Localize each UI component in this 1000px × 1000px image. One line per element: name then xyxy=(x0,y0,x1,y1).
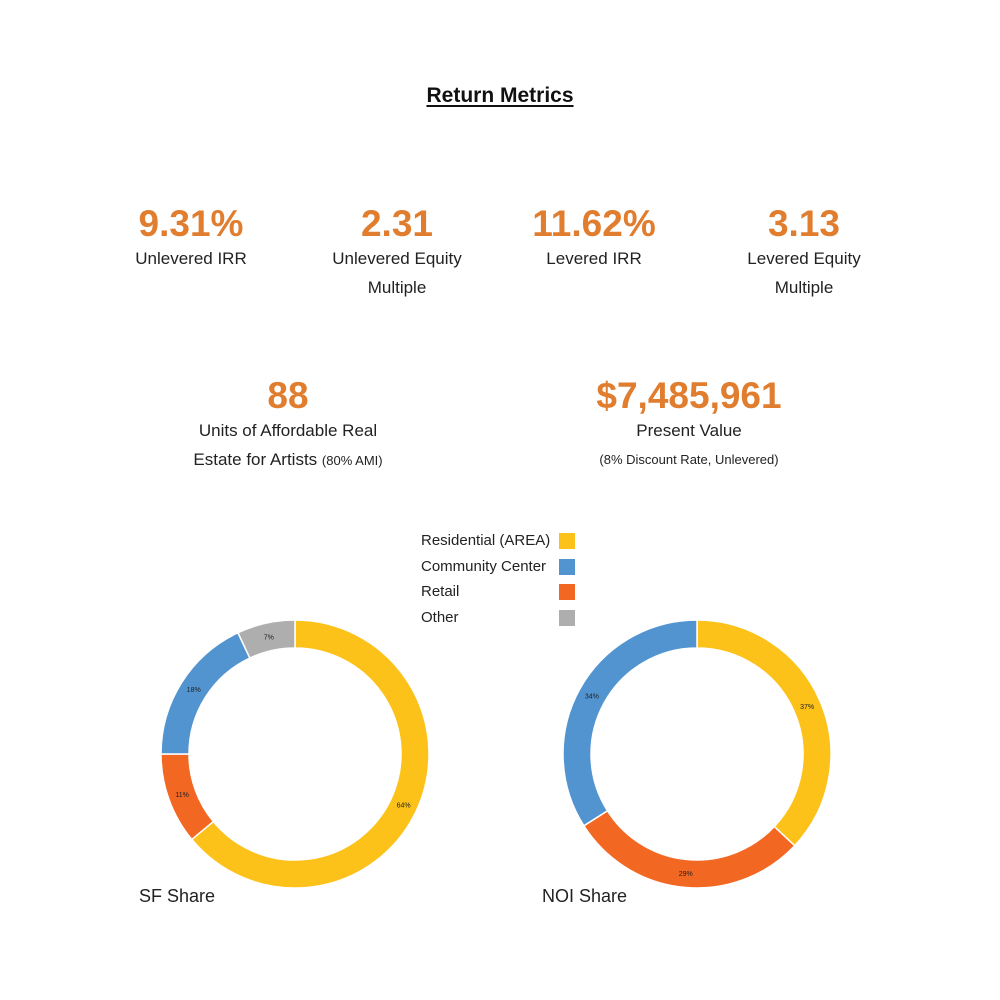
legend-label: Other xyxy=(421,608,459,626)
donut-slice-community xyxy=(160,631,251,755)
metric-label-line2-main: Estate for Artists xyxy=(193,450,318,469)
metric-value: 3.13 xyxy=(767,203,840,244)
metric-levered-equity-multiple: 3.13 Levered Equity Multiple xyxy=(697,204,911,302)
metric-present-value: $7,485,961 Present Value (8% Discount Ra… xyxy=(539,376,839,474)
donut-data-label: 7% xyxy=(264,634,274,641)
metric-value: 11.62% xyxy=(532,203,656,244)
metric-value: $7,485,961 xyxy=(596,375,782,416)
metric-affordable-units: 88 Units of Affordable Real Estate for A… xyxy=(138,376,438,475)
sf-share-donut-chart: 64% 11% 18% 7% xyxy=(160,619,430,889)
metric-unlevered-irr: 9.31% Unlevered IRR xyxy=(91,204,291,273)
donut-data-label: 64% xyxy=(397,803,411,810)
donut-slice-residential xyxy=(696,619,832,847)
legend-swatch xyxy=(559,533,575,549)
metric-label: Unlevered Equity Multiple xyxy=(332,249,462,297)
donut-data-label: 11% xyxy=(175,792,189,799)
metric-levered-irr: 11.62% Levered IRR xyxy=(494,204,694,273)
sf-share-caption: SF Share xyxy=(139,886,216,906)
donut-data-label: 34% xyxy=(585,694,599,701)
donut-slice-residential xyxy=(190,619,430,889)
legend-swatch xyxy=(559,584,575,600)
donut-data-label: 37% xyxy=(800,704,814,711)
metric-label: Unlevered IRR xyxy=(135,249,247,268)
metric-label-line2: Estate for Artists (80% AMI) xyxy=(138,445,438,475)
donut-slice-community xyxy=(562,619,698,827)
noi-share-donut-chart: 37% 29% 34% xyxy=(562,619,832,889)
legend-label: Community Center xyxy=(421,557,547,575)
legend-swatch xyxy=(559,609,575,626)
metric-label-small: (80% AMI) xyxy=(321,453,383,468)
legend-swatch xyxy=(559,558,575,575)
legend-item: Community Center xyxy=(421,554,581,580)
donut-data-label: 18% xyxy=(187,687,201,694)
legend-item: Other xyxy=(421,605,581,631)
noi-share-caption: NOI Share xyxy=(542,886,628,906)
metric-label: Levered IRR xyxy=(546,249,642,268)
metric-label: Levered Equity Multiple xyxy=(747,249,861,297)
metric-sublabel: (8% Discount Rate, Unlevered) xyxy=(599,452,779,467)
metric-value: 2.31 xyxy=(360,203,433,244)
donut-data-label: 29% xyxy=(679,871,693,878)
metric-value: 88 xyxy=(267,375,309,416)
metric-unlevered-equity-multiple: 2.31 Unlevered Equity Multiple xyxy=(290,204,504,302)
metric-label-line1: Units of Affordable Real xyxy=(198,421,378,440)
legend-item: Residential (AREA) xyxy=(421,528,581,554)
legend-item: Retail xyxy=(421,579,581,605)
legend-label: Retail xyxy=(421,583,460,600)
metric-label: Present Value xyxy=(636,421,742,440)
chart-legend: Residential (AREA) Community Center Retail… xyxy=(421,528,581,630)
legend-label: Residential (AREA) xyxy=(421,532,551,549)
donut-slice-other xyxy=(236,619,296,660)
page-title: Return Metrics xyxy=(426,84,574,107)
metric-value: 9.31% xyxy=(138,203,244,244)
